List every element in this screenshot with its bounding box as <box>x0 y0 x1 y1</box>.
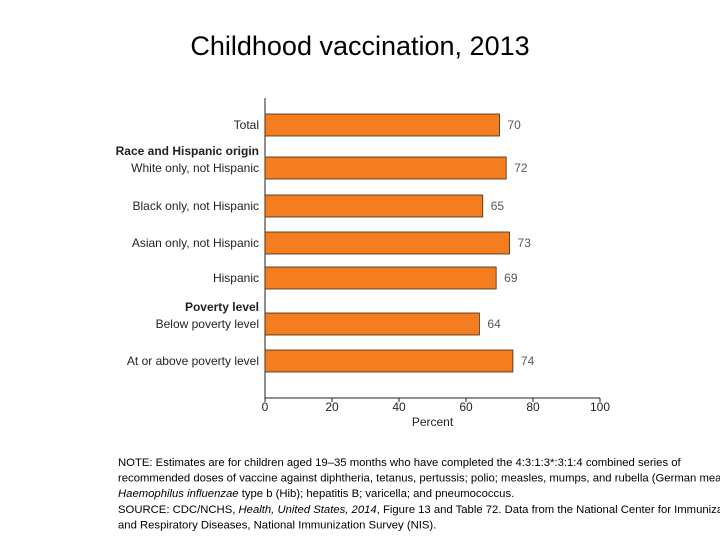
note-text: , Figure 13 and Table 72. Data from the … <box>377 504 720 516</box>
value-label: 69 <box>504 271 518 285</box>
bar <box>264 349 514 373</box>
value-label: 73 <box>518 236 532 250</box>
x-tick-label: 60 <box>459 400 473 414</box>
category-label: Black only, not Hispanic <box>132 199 259 213</box>
category-label: Total <box>234 118 259 132</box>
x-axis-label: Percent <box>412 415 454 429</box>
category-label: At or above poverty level <box>127 354 259 368</box>
bar <box>264 113 500 137</box>
x-tick-label: 0 <box>262 400 269 414</box>
note-text: NOTE: Estimates are for children aged 19… <box>118 457 682 469</box>
note-text: recommended doses of vaccine against dip… <box>118 473 720 485</box>
category-label: Hispanic <box>213 271 259 285</box>
chart-title: Childhood vaccination, 2013 <box>190 31 529 61</box>
value-label: 65 <box>491 199 505 213</box>
bar <box>264 194 484 218</box>
bar <box>264 312 480 336</box>
value-label: 72 <box>514 161 528 175</box>
x-tick-label: 80 <box>526 400 540 414</box>
group-label: Poverty level <box>185 300 259 314</box>
note-line: NOTE: Estimates are for children aged 19… <box>118 457 682 469</box>
note-line: SOURCE: CDC/NCHS, Health, United States,… <box>118 504 720 516</box>
note-line: recommended doses of vaccine against dip… <box>118 473 720 485</box>
note-text: Haemophilus influenzae <box>118 488 239 500</box>
bar <box>264 156 507 180</box>
group-label: Race and Hispanic origin <box>116 144 259 158</box>
value-label: 70 <box>508 118 522 132</box>
note-line: and Respiratory Diseases, National Immun… <box>118 519 436 531</box>
bar <box>264 231 510 255</box>
x-tick-label: 40 <box>392 400 406 414</box>
category-label: Below poverty level <box>156 317 259 331</box>
note-text: Health, United States, 2014 <box>239 504 377 516</box>
note-text: SOURCE: CDC/NCHS, <box>118 504 239 516</box>
note-text: type b (Hib); hepatitis B; varicella; an… <box>239 488 515 500</box>
value-label: 74 <box>521 354 535 368</box>
value-label: 64 <box>487 317 501 331</box>
bar <box>264 266 497 290</box>
category-label: White only, not Hispanic <box>131 161 259 175</box>
note-line: Haemophilus influenzae type b (Hib); hep… <box>118 488 514 500</box>
category-label: Asian only, not Hispanic <box>132 236 259 250</box>
x-tick-label: 100 <box>590 400 610 414</box>
x-tick-label: 20 <box>325 400 339 414</box>
note-text: and Respiratory Diseases, National Immun… <box>118 519 436 531</box>
